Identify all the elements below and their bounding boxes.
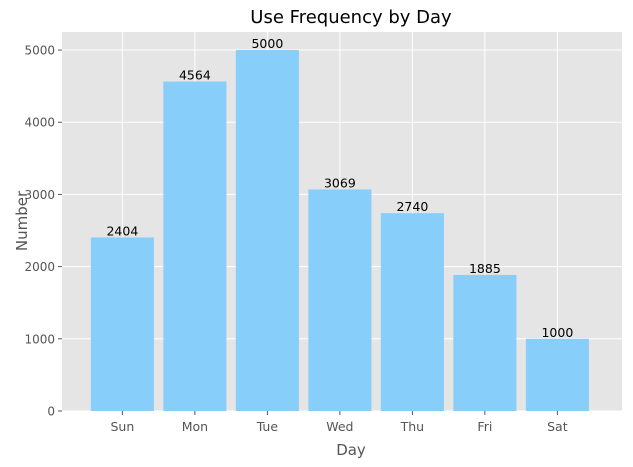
y-tick-label: 0: [47, 405, 55, 419]
y-tick-label: 2000: [24, 260, 55, 274]
x-axis-label: Day: [336, 441, 366, 459]
bar-tue: [235, 50, 299, 412]
x-tick-label: Fri: [477, 419, 492, 434]
data-labels: 2404 4564 5000 3069 2740 1885 1000: [106, 36, 573, 340]
x-tick-label: Sat: [547, 419, 568, 434]
chart-title: Use Frequency by Day: [250, 7, 452, 28]
data-label: 2404: [106, 223, 138, 238]
bars: [90, 50, 589, 412]
bar-wed: [308, 189, 372, 411]
bar-fri: [453, 274, 517, 411]
data-label: 4564: [179, 68, 211, 83]
x-tick-label: Mon: [182, 419, 208, 434]
bar-sun: [90, 237, 154, 411]
data-label: 3069: [324, 175, 356, 190]
data-label: 5000: [251, 36, 283, 51]
y-axis-label: Number: [13, 190, 31, 251]
y-tick-label: 3000: [24, 188, 55, 202]
x-tick-label: Tue: [256, 419, 279, 434]
bar-mon: [163, 81, 227, 411]
y-ticks: 0 1000 2000 3000 4000 5000: [24, 44, 62, 419]
data-label: 1885: [469, 261, 501, 276]
bar-sat: [525, 338, 589, 411]
bar-thu: [380, 213, 444, 411]
y-tick-label: 1000: [24, 332, 55, 346]
y-tick-label: 5000: [24, 44, 55, 58]
x-tick-label: Sun: [110, 419, 134, 434]
x-ticks: Sun Mon Tue Wed Thu Fri Sat: [110, 411, 568, 434]
data-label: 1000: [541, 325, 573, 340]
x-tick-label: Wed: [326, 419, 353, 434]
x-tick-label: Thu: [400, 419, 424, 434]
data-label: 2740: [396, 199, 428, 214]
y-tick-label: 4000: [24, 116, 55, 130]
